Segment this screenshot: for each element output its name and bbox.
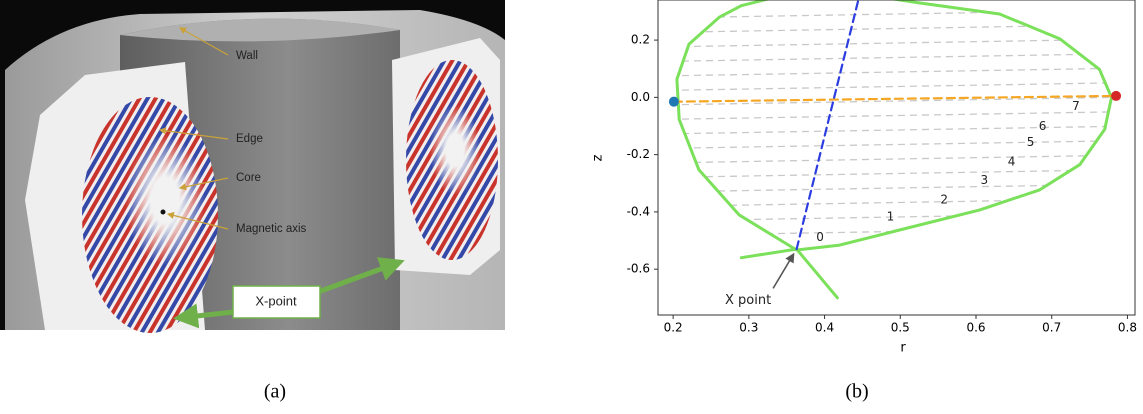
curve [739, 247, 839, 300]
x-axis-label: r [900, 341, 906, 356]
pointer [178, 27, 229, 56]
x-tick-label: 0.2 [664, 321, 683, 335]
x-tick-label: 0.5 [891, 321, 910, 335]
hatch-line [676, 110, 1112, 121]
annotation: 7 [1072, 99, 1080, 113]
dashed-line [672, 94, 1118, 103]
panel-b: r z (b) 0.2 0.3 0.4 0.5 0.6 0.7 0.8 0.2 0.0 -0.2 -… [591, 0, 1137, 403]
x-tick-label: 0.8 [1118, 321, 1137, 335]
dashed-line [795, 0, 860, 251]
annotation: 2 [940, 192, 948, 206]
annotation: 4 [1008, 154, 1016, 168]
hatch-line [676, 212, 1112, 222]
hatch-line [676, 96, 1112, 106]
annotation: 6 [1039, 119, 1047, 133]
label: Wall [236, 50, 258, 62]
annotation: 1 [887, 210, 895, 224]
hatch-line [676, 183, 1112, 193]
hatch-line [676, 81, 1112, 92]
hatch-line [676, 125, 1112, 135]
magnetic-axis-dot [160, 209, 166, 215]
callout-box [232, 285, 321, 319]
panel-a: Wall Edge Core Magnetic axis X-point (a) [0, 0, 505, 403]
hatch-group [676, 9, 1112, 237]
point [1111, 90, 1122, 101]
annotation: 5 [1027, 135, 1035, 149]
label: Edge [236, 133, 263, 145]
callout-arrow [317, 257, 405, 295]
right-core [430, 105, 480, 195]
annotation: 0 [816, 230, 824, 244]
hatch [676, 9, 1112, 237]
x-tick-label: 0.6 [966, 321, 985, 335]
hatch-line [676, 168, 1112, 179]
caption: (a) [264, 381, 286, 403]
pointer [158, 127, 229, 140]
label: Magnetic axis [236, 223, 307, 235]
callout: X-point [255, 293, 297, 308]
annotation-arrow [772, 252, 795, 289]
hatch-line [676, 38, 1112, 48]
x-tick-label: 0.7 [1042, 321, 1061, 335]
plot-area [668, 0, 1122, 300]
annotation: 3 [981, 173, 989, 187]
axes-frame [657, 0, 1136, 316]
annotation: X point [725, 293, 771, 308]
x-tick-label: 0.4 [815, 321, 834, 335]
pointer [166, 211, 229, 230]
hatch-line [676, 67, 1112, 77]
y-tick-label: 0.0 [631, 90, 650, 104]
label: Core [236, 172, 261, 184]
point [668, 96, 679, 107]
left-core [125, 135, 205, 265]
y-tick-label: -0.4 [627, 204, 650, 218]
rim [120, 18, 400, 42]
pointer [178, 177, 229, 191]
hatch-line [676, 154, 1112, 164]
y-tick-label: -0.2 [627, 147, 650, 161]
y-tick-label: -0.6 [627, 262, 650, 276]
hatch-line [676, 52, 1112, 63]
hatch-line [676, 23, 1112, 34]
caption: (b) [845, 381, 868, 403]
y-tick-label: 0.2 [631, 33, 650, 47]
hatch-line [676, 139, 1112, 150]
x-tick-label: 0.3 [739, 321, 758, 335]
callout-arrow [173, 303, 235, 329]
y-axis-label: z [591, 154, 606, 161]
